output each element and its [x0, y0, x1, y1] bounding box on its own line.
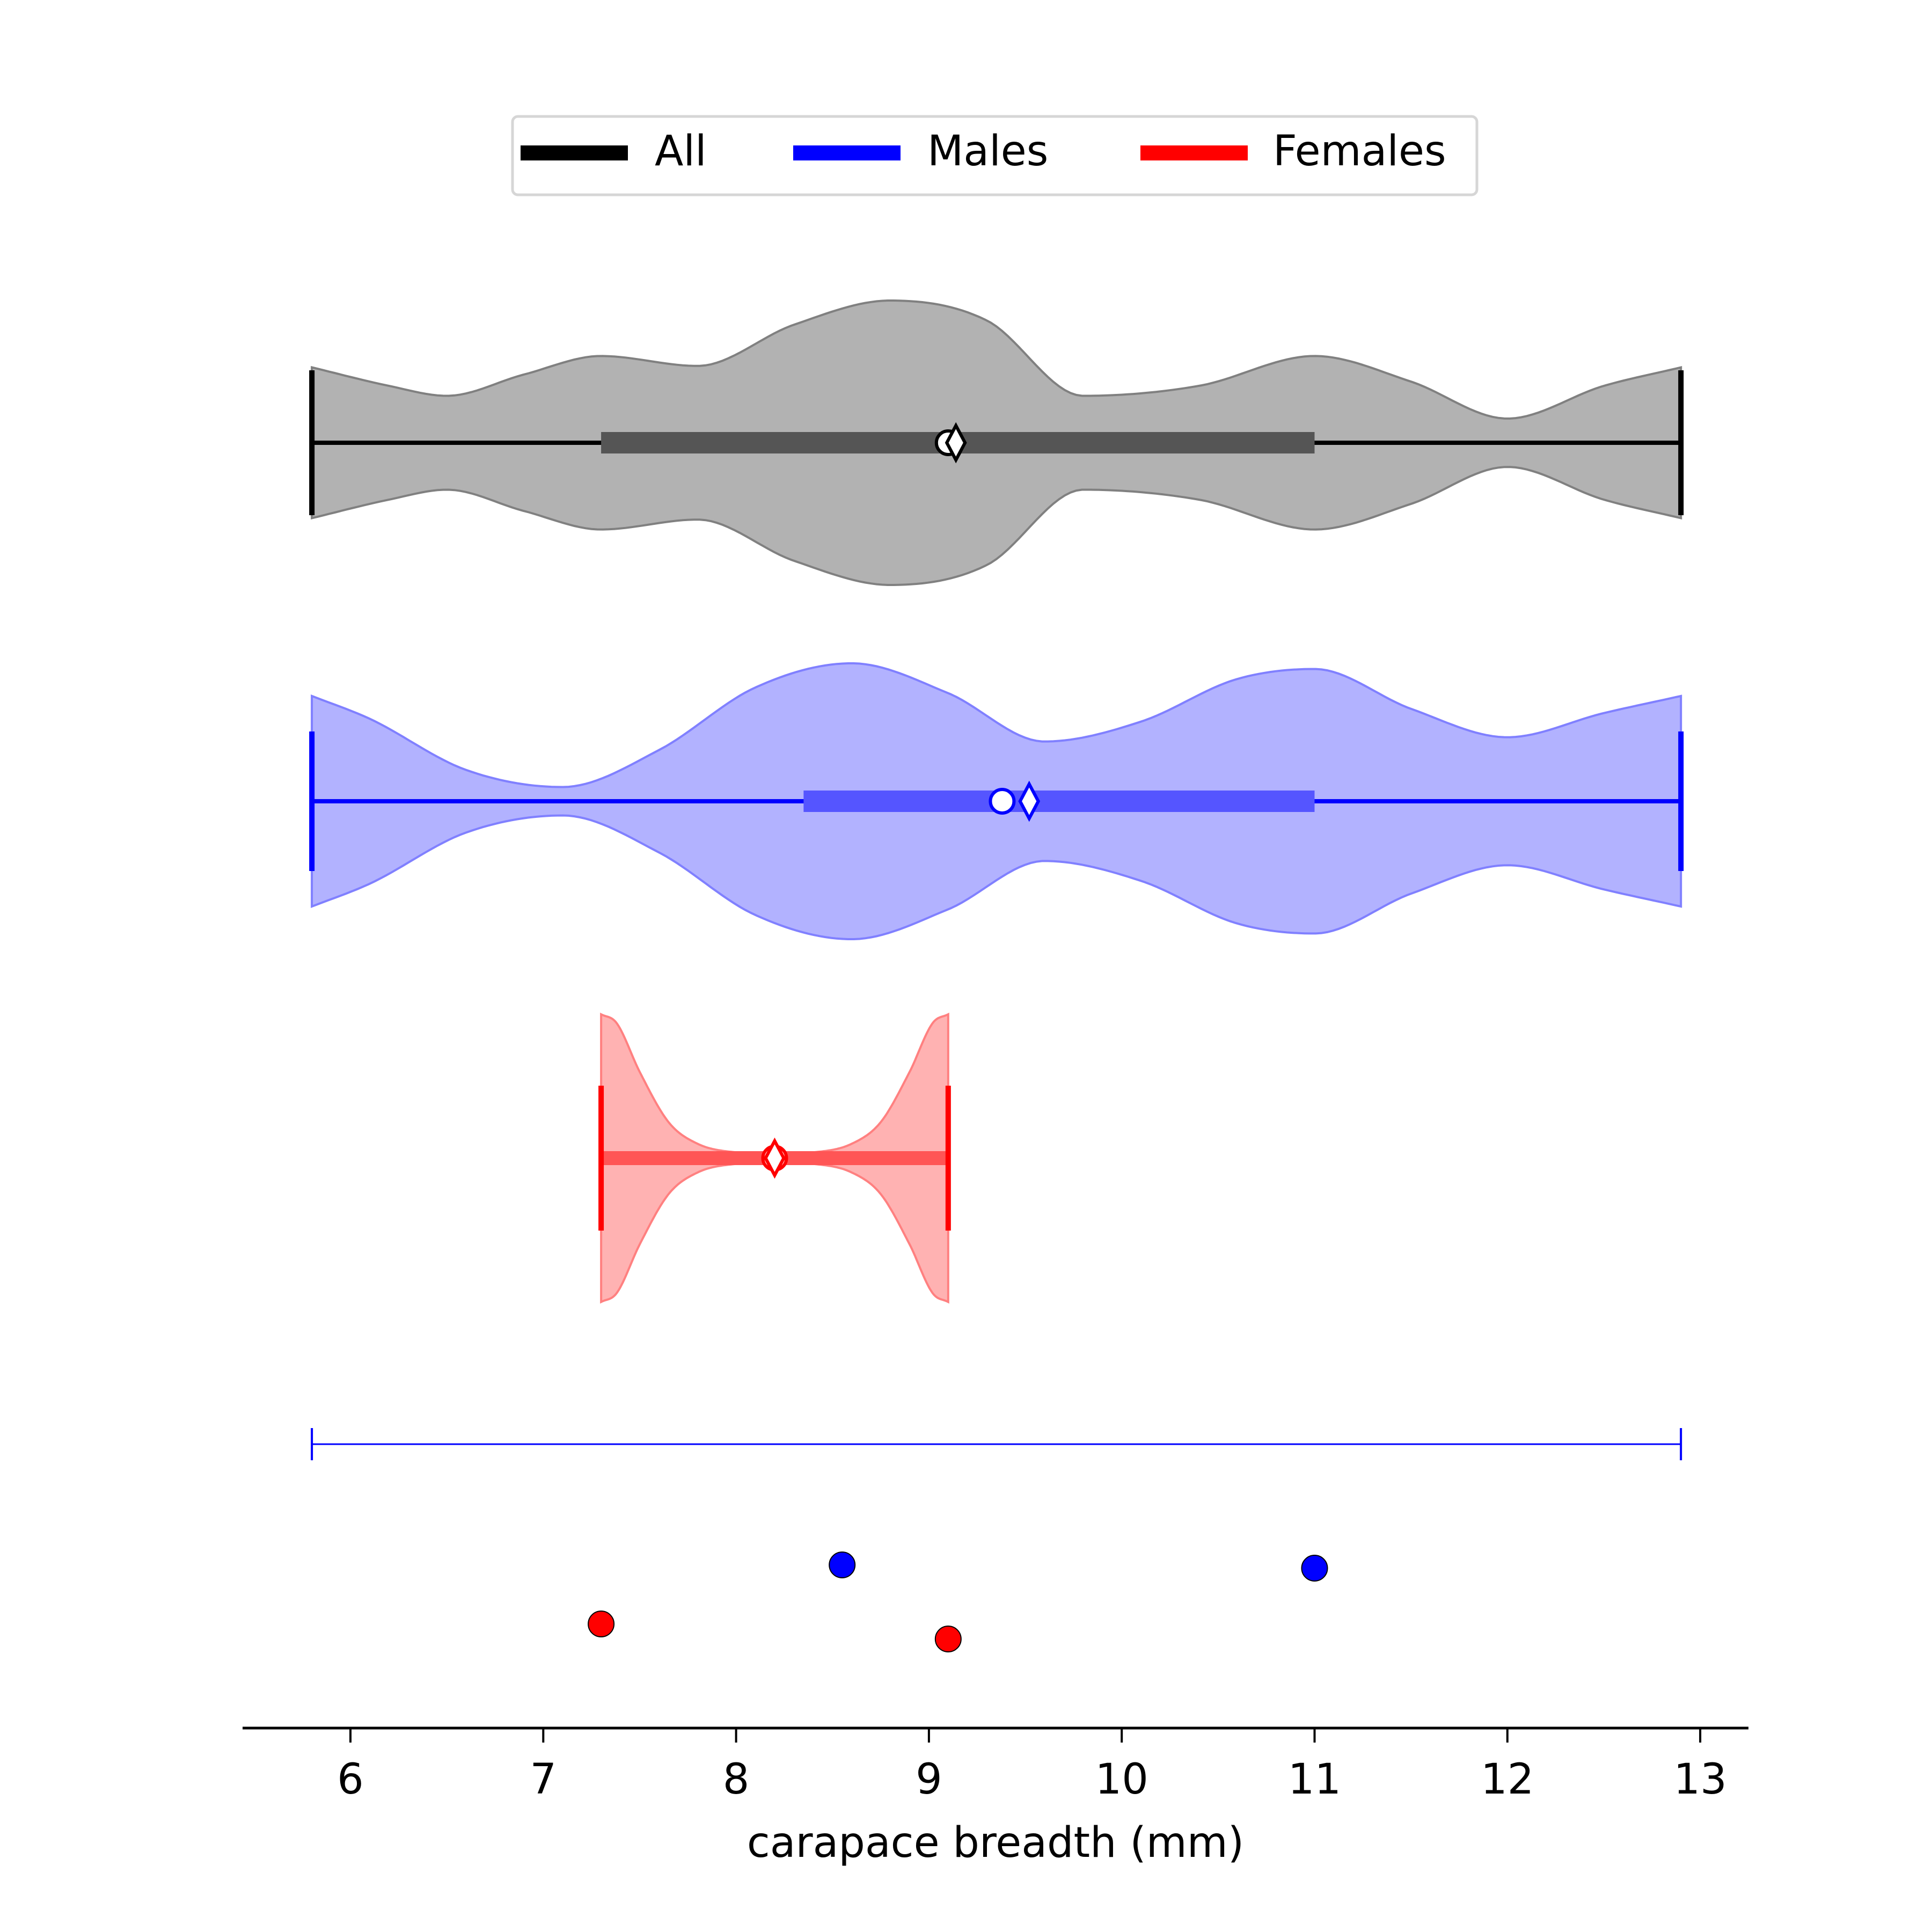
- x-tick-label-6: 6: [337, 1755, 364, 1804]
- x-tick-label-10: 10: [1095, 1755, 1148, 1804]
- data-point-4: [934, 1626, 962, 1652]
- data-point-3: [588, 1611, 615, 1637]
- violin-males: [309, 662, 1684, 940]
- x-axis: 6 7 8 9 10 11 12 13 carapace breadth (mm): [243, 1726, 1748, 1867]
- data-point-2: [1301, 1555, 1328, 1582]
- legend-label-all: All: [655, 127, 707, 175]
- violin-group: [309, 299, 1684, 1304]
- violin-all: [309, 299, 1684, 586]
- x-tick-label-13: 13: [1673, 1755, 1726, 1804]
- x-tick-label-9: 9: [916, 1755, 942, 1804]
- x-axis-ticks: 6 7 8 9 10 11 12 13: [337, 1728, 1727, 1804]
- range-and-points: [311, 1428, 1682, 1652]
- x-tick-label-11: 11: [1288, 1755, 1341, 1804]
- mean-marker-males: [1018, 780, 1041, 822]
- mean-marker-all: [945, 422, 967, 464]
- x-tick-label-7: 7: [530, 1755, 557, 1804]
- mean-marker-females: [764, 1137, 786, 1179]
- violin-females: [598, 1012, 951, 1304]
- x-tick-label-8: 8: [723, 1755, 750, 1804]
- x-tick-label-12: 12: [1481, 1755, 1534, 1804]
- x-axis-label: carapace breadth (mm): [747, 1819, 1244, 1867]
- legend: All Males Females: [511, 115, 1479, 196]
- legend-label-females: Females: [1273, 127, 1446, 175]
- data-point-1: [829, 1552, 856, 1578]
- legend-label-males: Males: [927, 127, 1048, 175]
- median-marker-males: [989, 788, 1016, 815]
- legend-frame: [511, 115, 1479, 196]
